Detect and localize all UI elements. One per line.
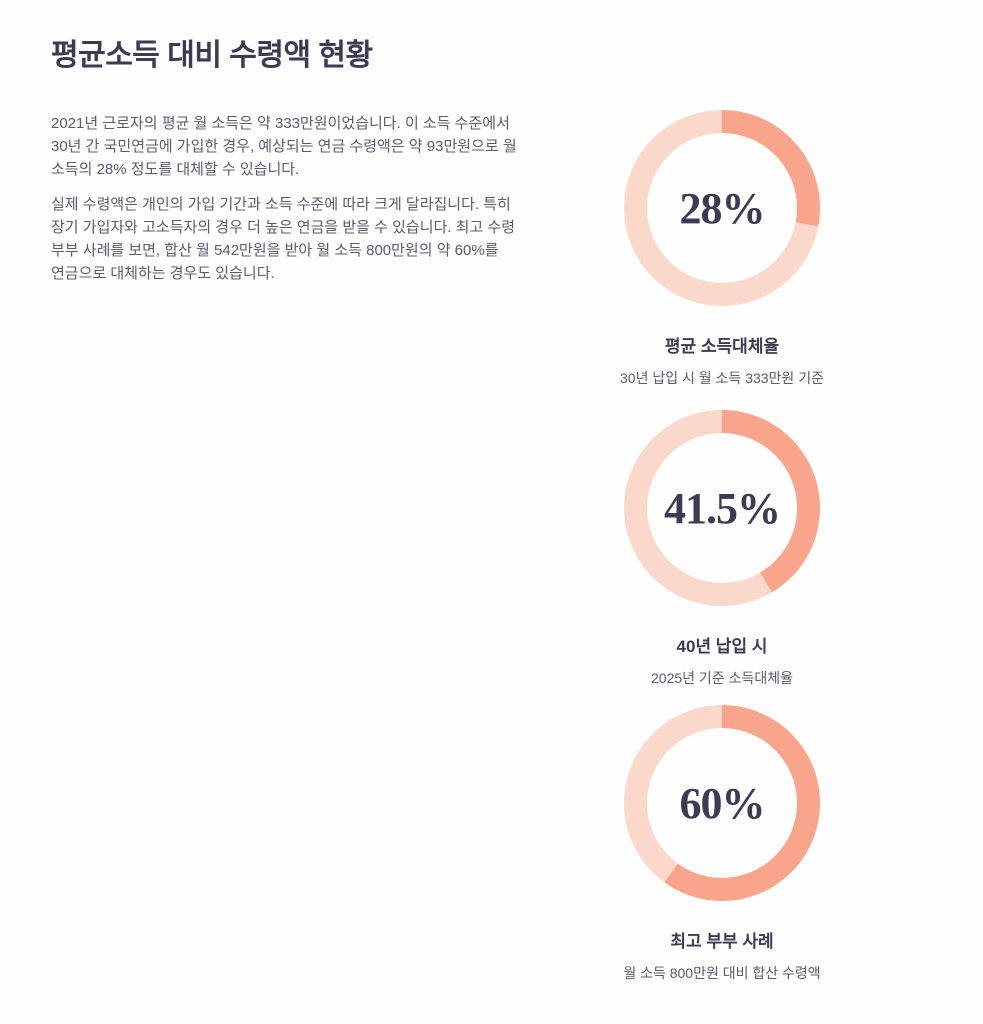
text-column: 평균소득 대비 수령액 현황 2021년 근로자의 평균 월 소득은 약 333… xyxy=(51,30,517,297)
chart-label: 최고 부부 사례 xyxy=(670,932,774,951)
page-title: 평균소득 대비 수령액 현황 xyxy=(51,39,373,72)
chart-label: 평균 소득대체율 xyxy=(664,337,780,356)
chart-sublabel: 30년 납입 시 월 소득 333만원 기준 xyxy=(620,370,824,386)
donut-ring: 41.5% xyxy=(624,410,820,606)
chart-label: 40년 납입 시 xyxy=(676,637,768,656)
chart-sublabel: 월 소득 800만원 대비 합산 수령액 xyxy=(623,965,821,981)
donut-chart-40-years: 41.5% 40년 납입 시 2025년 기준 소득대체율 xyxy=(562,410,882,688)
chart-sublabel: 2025년 기준 소득대체율 xyxy=(651,670,793,686)
intro-paragraph-1: 2021년 근로자의 평균 월 소득은 약 333만원이었습니다. 이 소득 수… xyxy=(51,115,517,178)
intro-paragraph-2: 실제 수령액은 개인의 가입 기간과 소득 수준에 따라 크게 달라집니다. 특… xyxy=(51,196,516,282)
donut-chart-average-replacement: 28% 평균 소득대체율 30년 납입 시 월 소득 333만원 기준 xyxy=(562,110,882,388)
donut-ring: 60% xyxy=(624,705,820,901)
donut-chart-top-couple: 60% 최고 부부 사례 월 소득 800만원 대비 합산 수령액 xyxy=(562,705,882,983)
donut-center-value: 28% xyxy=(679,183,766,233)
donut-center-value: 60% xyxy=(679,778,766,828)
donut-center-value: 41.5% xyxy=(664,483,781,533)
donut-ring: 28% xyxy=(624,110,820,306)
